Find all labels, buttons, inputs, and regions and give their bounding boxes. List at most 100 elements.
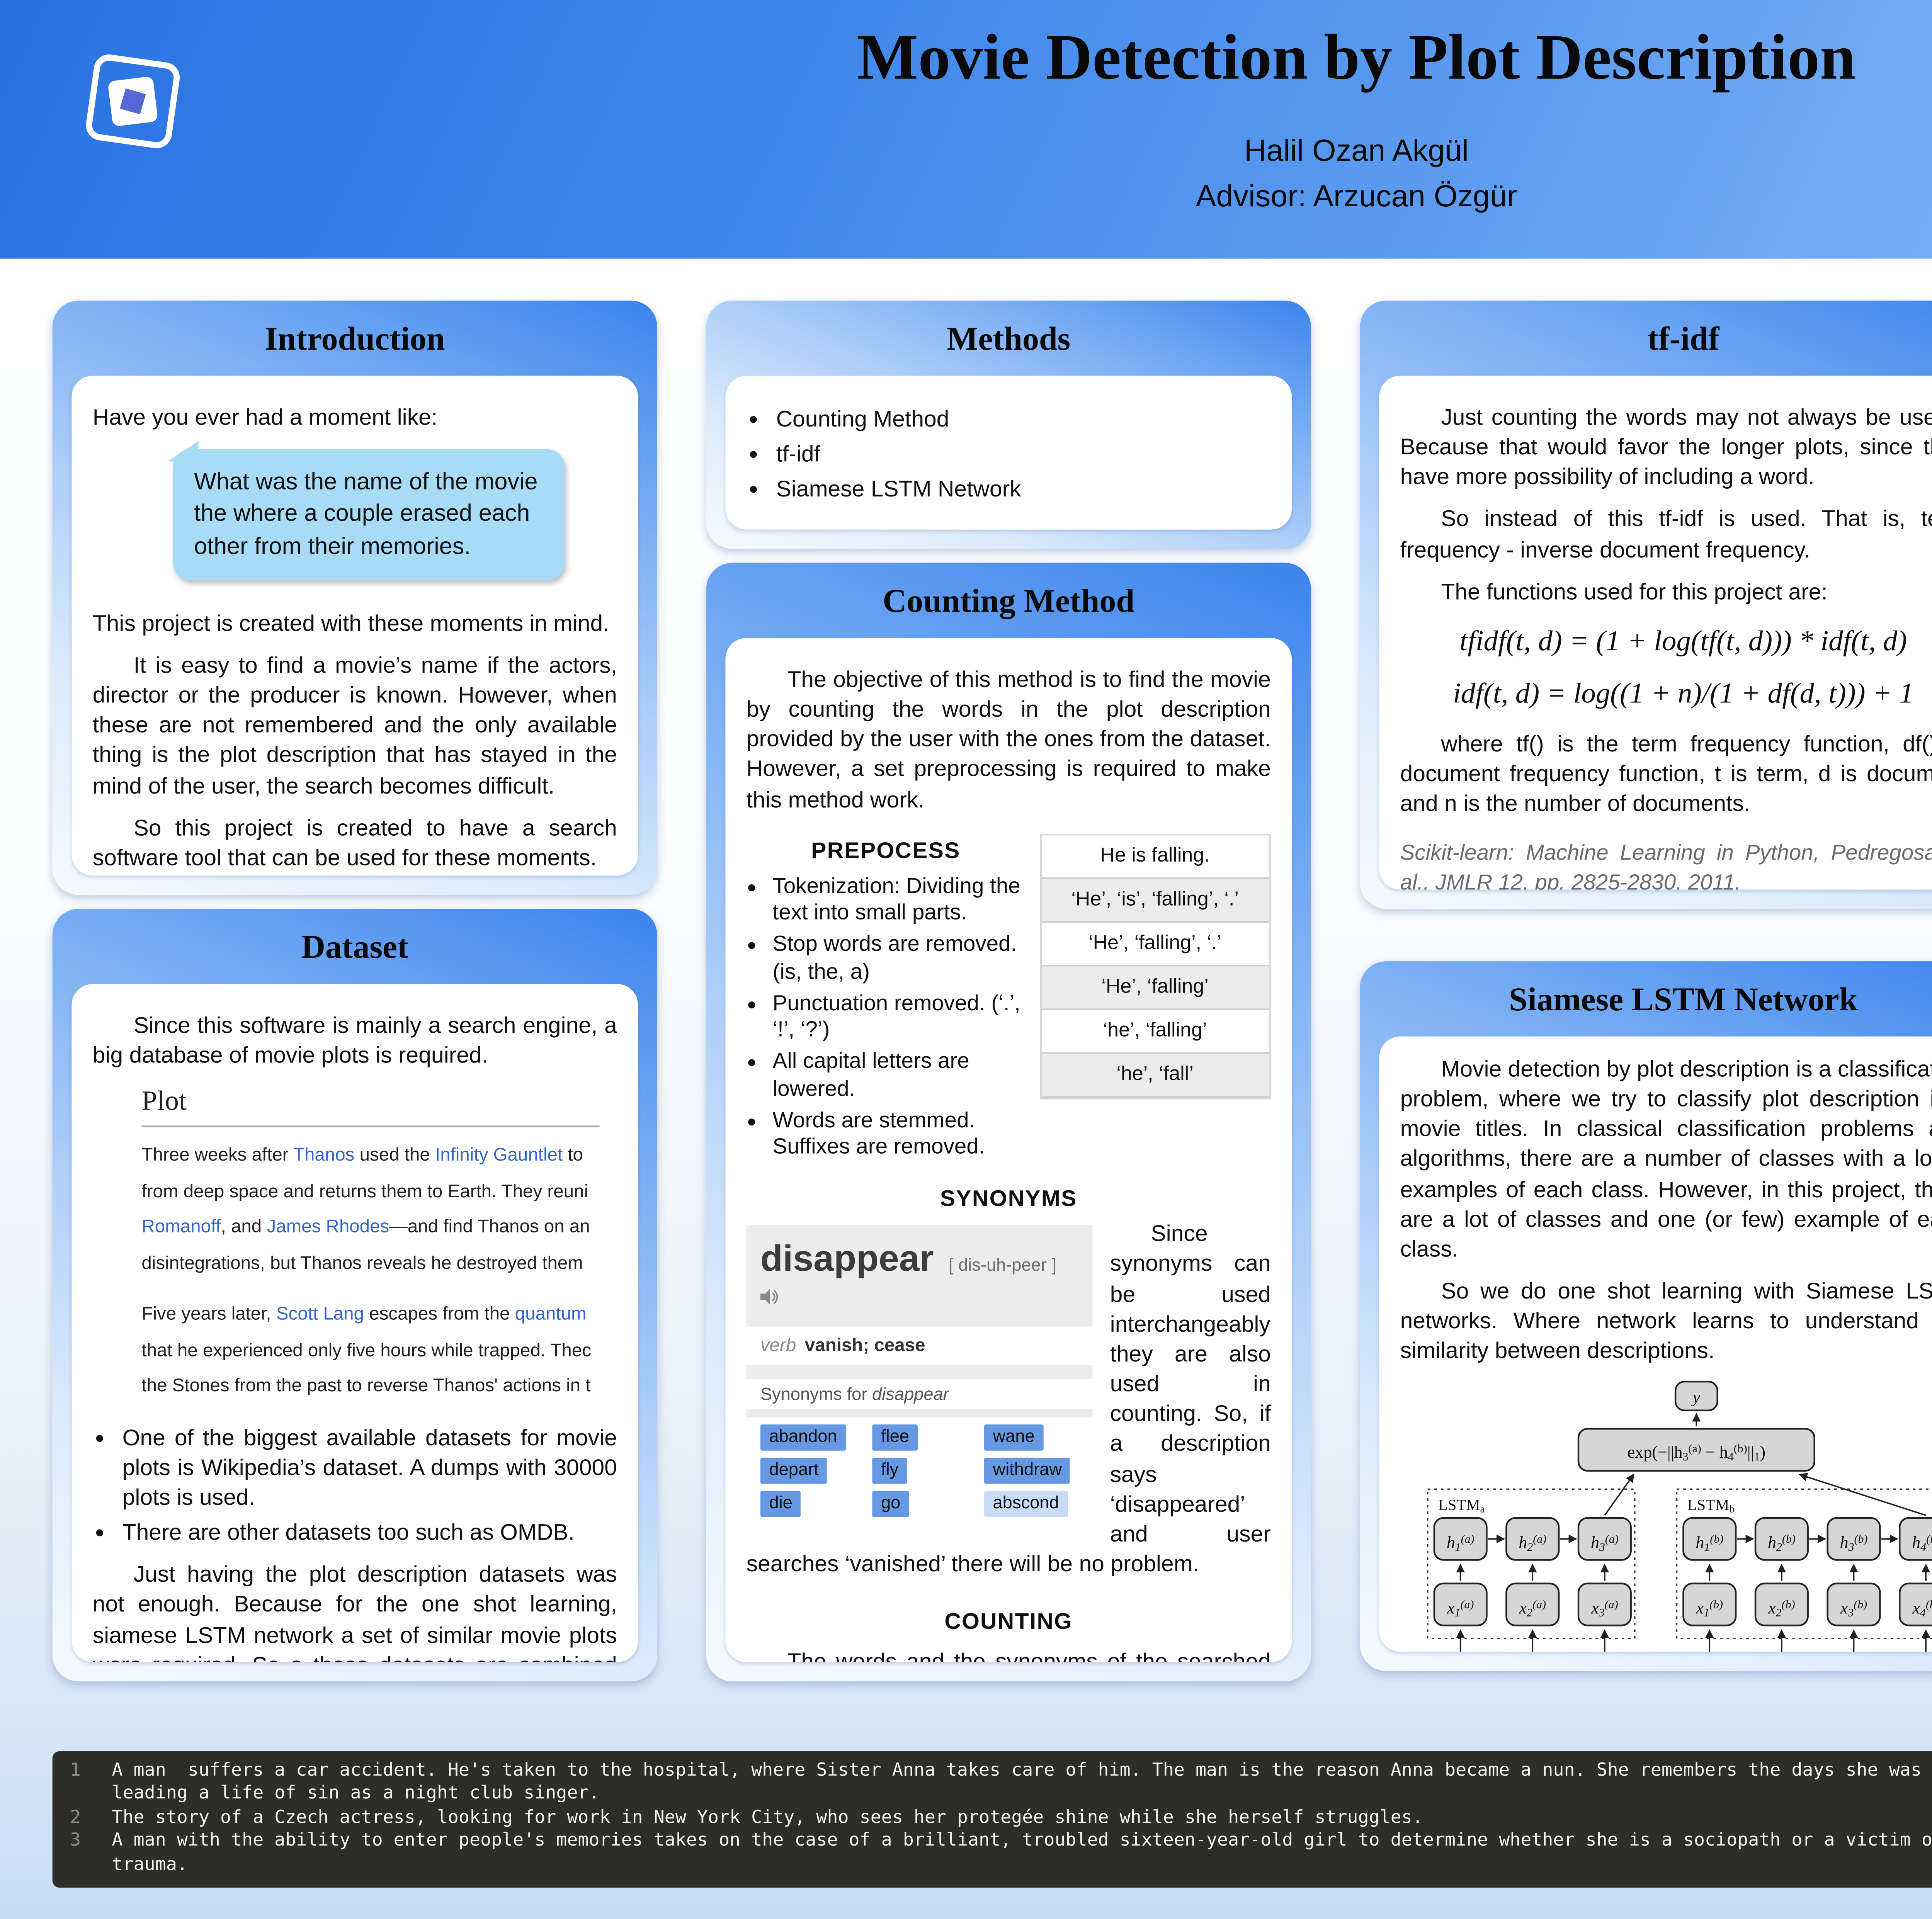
terminal-line: 1 A man suffers a car accident. He's tak… [70, 1760, 1932, 1807]
dataset-p1: Since this software is mainly a search e… [92, 1012, 617, 1068]
dictionary-synonyms-label: Synonyms for disappear [746, 1379, 1093, 1409]
intro-p2: It is easy to find a movie’s name if the… [92, 652, 617, 798]
line-number: 2 [70, 1807, 81, 1828]
dataset-p2: Just having the plot description dataset… [92, 1561, 617, 1662]
wiki-link[interactable]: Scott Lang [276, 1304, 364, 1325]
intro-p3: So this project is created to have a sea… [92, 814, 617, 870]
svg-text:LSTMa: LSTMa [1438, 1496, 1485, 1514]
wiki-line: that he experienced only five hours whil… [141, 1340, 592, 1361]
synonym-chip[interactable]: depart [760, 1458, 828, 1484]
section-methods: Methods Counting Method tf-idf Siamese L… [706, 301, 1311, 549]
result-text: The story of a Czech actress, looking fo… [112, 1807, 1423, 1828]
svg-text:LSTMb: LSTMb [1687, 1496, 1735, 1514]
method-item: Counting Method [776, 404, 1271, 434]
column-1: Introduction Have you ever had a moment … [52, 301, 657, 1895]
siamese-p2: So we do one shot learning with Siamese … [1400, 1278, 1932, 1364]
speech-bubble: What was the name of the movie the where… [173, 449, 565, 580]
svg-text:x3(a): x3(a) [1591, 1597, 1618, 1618]
tfidf-p2: So instead of this tf-idf is used. That … [1400, 506, 1932, 562]
section-dataset: Dataset Since this software is mainly a … [52, 909, 657, 1681]
siamese-lstm-diagram: LSTMaLSTMbh1(a)x1(a)Heh2(a)x2(a)ish3(a)x… [1427, 1380, 1932, 1652]
dictionary-definition: verb vanish; cease [746, 1327, 1093, 1366]
terminal-line: 2 The story of a Czech actress, looking … [70, 1807, 1932, 1830]
preprocess-row: ‘He’, ‘is’, ‘falling’, ‘.’ [1041, 879, 1269, 923]
speaker-icon[interactable] [760, 1288, 780, 1305]
line-number: 3 [70, 1830, 81, 1851]
dataset-bullets: One of the biggest available datasets fo… [93, 1422, 617, 1547]
wiki-link[interactable]: Thanos [293, 1145, 355, 1166]
method-item: tf-idf [776, 439, 1271, 469]
logo-icon [86, 54, 180, 148]
svg-text:x1(b): x1(b) [1696, 1597, 1723, 1618]
synonym-chip[interactable]: abscond [984, 1491, 1068, 1518]
content-columns: Introduction Have you ever had a moment … [52, 301, 1932, 1895]
svg-text:h4(b): h4(b) [1912, 1532, 1932, 1553]
synonym-chip[interactable]: die [760, 1491, 801, 1518]
counting-heading: COUNTING [944, 1608, 1073, 1635]
wiki-link[interactable]: James Rhodes [267, 1217, 389, 1238]
synonym-chip[interactable]: withdraw [984, 1458, 1071, 1484]
section-title: Introduction [265, 321, 445, 359]
tfidf-formula-1: tfidf(t, d) = (1 + log(tf(t, d))) * idf(… [1459, 624, 1907, 657]
intro-p1: This project is created with these momen… [92, 609, 609, 636]
synonym-chip[interactable]: flee [872, 1425, 918, 1452]
preprocess-row: ‘he’, ‘falling’ [1041, 1010, 1269, 1054]
result-text: A man with the ability to enter people's… [112, 1830, 1932, 1875]
counting-objective: The objective of this method is to find … [746, 666, 1271, 812]
siamese-p1: Movie detection by plot description is a… [1400, 1056, 1932, 1262]
tfidf-p1: Just counting the words may not always b… [1400, 403, 1932, 490]
synonym-chip[interactable]: fly [872, 1458, 907, 1484]
svg-text:x4(b): x4(b) [1912, 1597, 1932, 1618]
preprocess-bullets: Tokenization: Dividing the text into sma… [747, 874, 1026, 1161]
svg-text:h3(b): h3(b) [1840, 1532, 1867, 1553]
section-counting-method: Counting Method The objective of this me… [706, 563, 1311, 1681]
synonym-chip[interactable]: go [872, 1491, 909, 1518]
wikipedia-excerpt: Plot Three weeks after Thanos used the I… [141, 1088, 600, 1404]
section-introduction: Introduction Have you ever had a moment … [52, 301, 657, 895]
intro-lead: Have you ever had a moment like: [92, 403, 438, 430]
svg-text:x2(b): x2(b) [1768, 1597, 1795, 1618]
preprocess-bullet: Stop words are removed. (is, the, a) [773, 932, 1026, 985]
idf-formula: idf(t, d) = log((1 + n)/(1 + df(d, t))) … [1453, 676, 1914, 710]
section-tfidf: tf-idf Just counting the words may not a… [1360, 301, 1932, 909]
method-item: Siamese LSTM Network [776, 474, 1271, 504]
wiki-heading: Plot [141, 1088, 600, 1128]
dataset-bullet: There are other datasets too such as OMD… [122, 1517, 617, 1547]
svg-text:h1(a): h1(a) [1447, 1532, 1475, 1553]
line-number: 1 [70, 1760, 81, 1781]
preprocess-row: He is falling. [1041, 835, 1269, 879]
header: Movie Detection by Plot Description Hali… [0, 0, 1932, 259]
search-results-terminal: 1 A man suffers a car accident. He's tak… [52, 1751, 1932, 1888]
section-title: Siamese LSTM Network [1509, 982, 1858, 1019]
wiki-line: Romanoff, and James Rhodes—and find Than… [141, 1217, 590, 1238]
section-title: tf-idf [1647, 321, 1719, 359]
synonym-chips: abandon flee wane depart fly withdraw di… [746, 1418, 1093, 1532]
dictionary-pronunciation: [ dis-uh-peer ] [948, 1257, 1057, 1277]
author: Halil Ozan Akgül [1244, 133, 1469, 168]
synonym-chip[interactable]: abandon [760, 1425, 846, 1452]
synonyms-text: Since synonyms can be used interchangeab… [746, 1220, 1271, 1577]
tfidf-p3: The functions used for this project are: [1441, 578, 1828, 605]
synonym-chip[interactable]: wane [984, 1425, 1044, 1452]
tfidf-p4: where tf() is the term frequency functio… [1400, 730, 1932, 817]
svg-text:h2(b): h2(b) [1768, 1532, 1796, 1553]
wiki-link[interactable]: Infinity Gauntlet [435, 1145, 563, 1166]
dictionary-widget: disappear [ dis-uh-peer ] verb vanish; ce… [746, 1226, 1093, 1532]
wiki-line: disintegrations, but Thanos reveals he d… [141, 1253, 583, 1274]
svg-text:x3(b): x3(b) [1840, 1597, 1867, 1618]
dataset-bullet: One of the biggest available datasets fo… [122, 1422, 617, 1512]
wiki-line: Three weeks after Thanos used the Infini… [141, 1145, 583, 1166]
dictionary-word: disappear [760, 1239, 934, 1280]
svg-text:y: y [1691, 1387, 1701, 1406]
section-title: Methods [947, 321, 1071, 359]
tfidf-citation: Scikit-learn: Machine Learning in Python… [1400, 841, 1932, 890]
preprocess-heading: PREPOCESS [811, 836, 961, 863]
svg-text:exp(−||h3(a) − h4(b)||1): exp(−||h3(a) − h4(b)||1) [1628, 1441, 1765, 1462]
preprocess-bullet: All capital letters are lowered. [773, 1049, 1026, 1103]
counting-text: The words and the synonyms of the search… [787, 1648, 1271, 1662]
wiki-link[interactable]: quantum [515, 1304, 587, 1325]
wiki-link[interactable]: Romanoff [141, 1217, 221, 1238]
svg-text:h2(a): h2(a) [1519, 1532, 1546, 1553]
preprocess-row: ‘He’, ‘falling’ [1041, 966, 1269, 1010]
